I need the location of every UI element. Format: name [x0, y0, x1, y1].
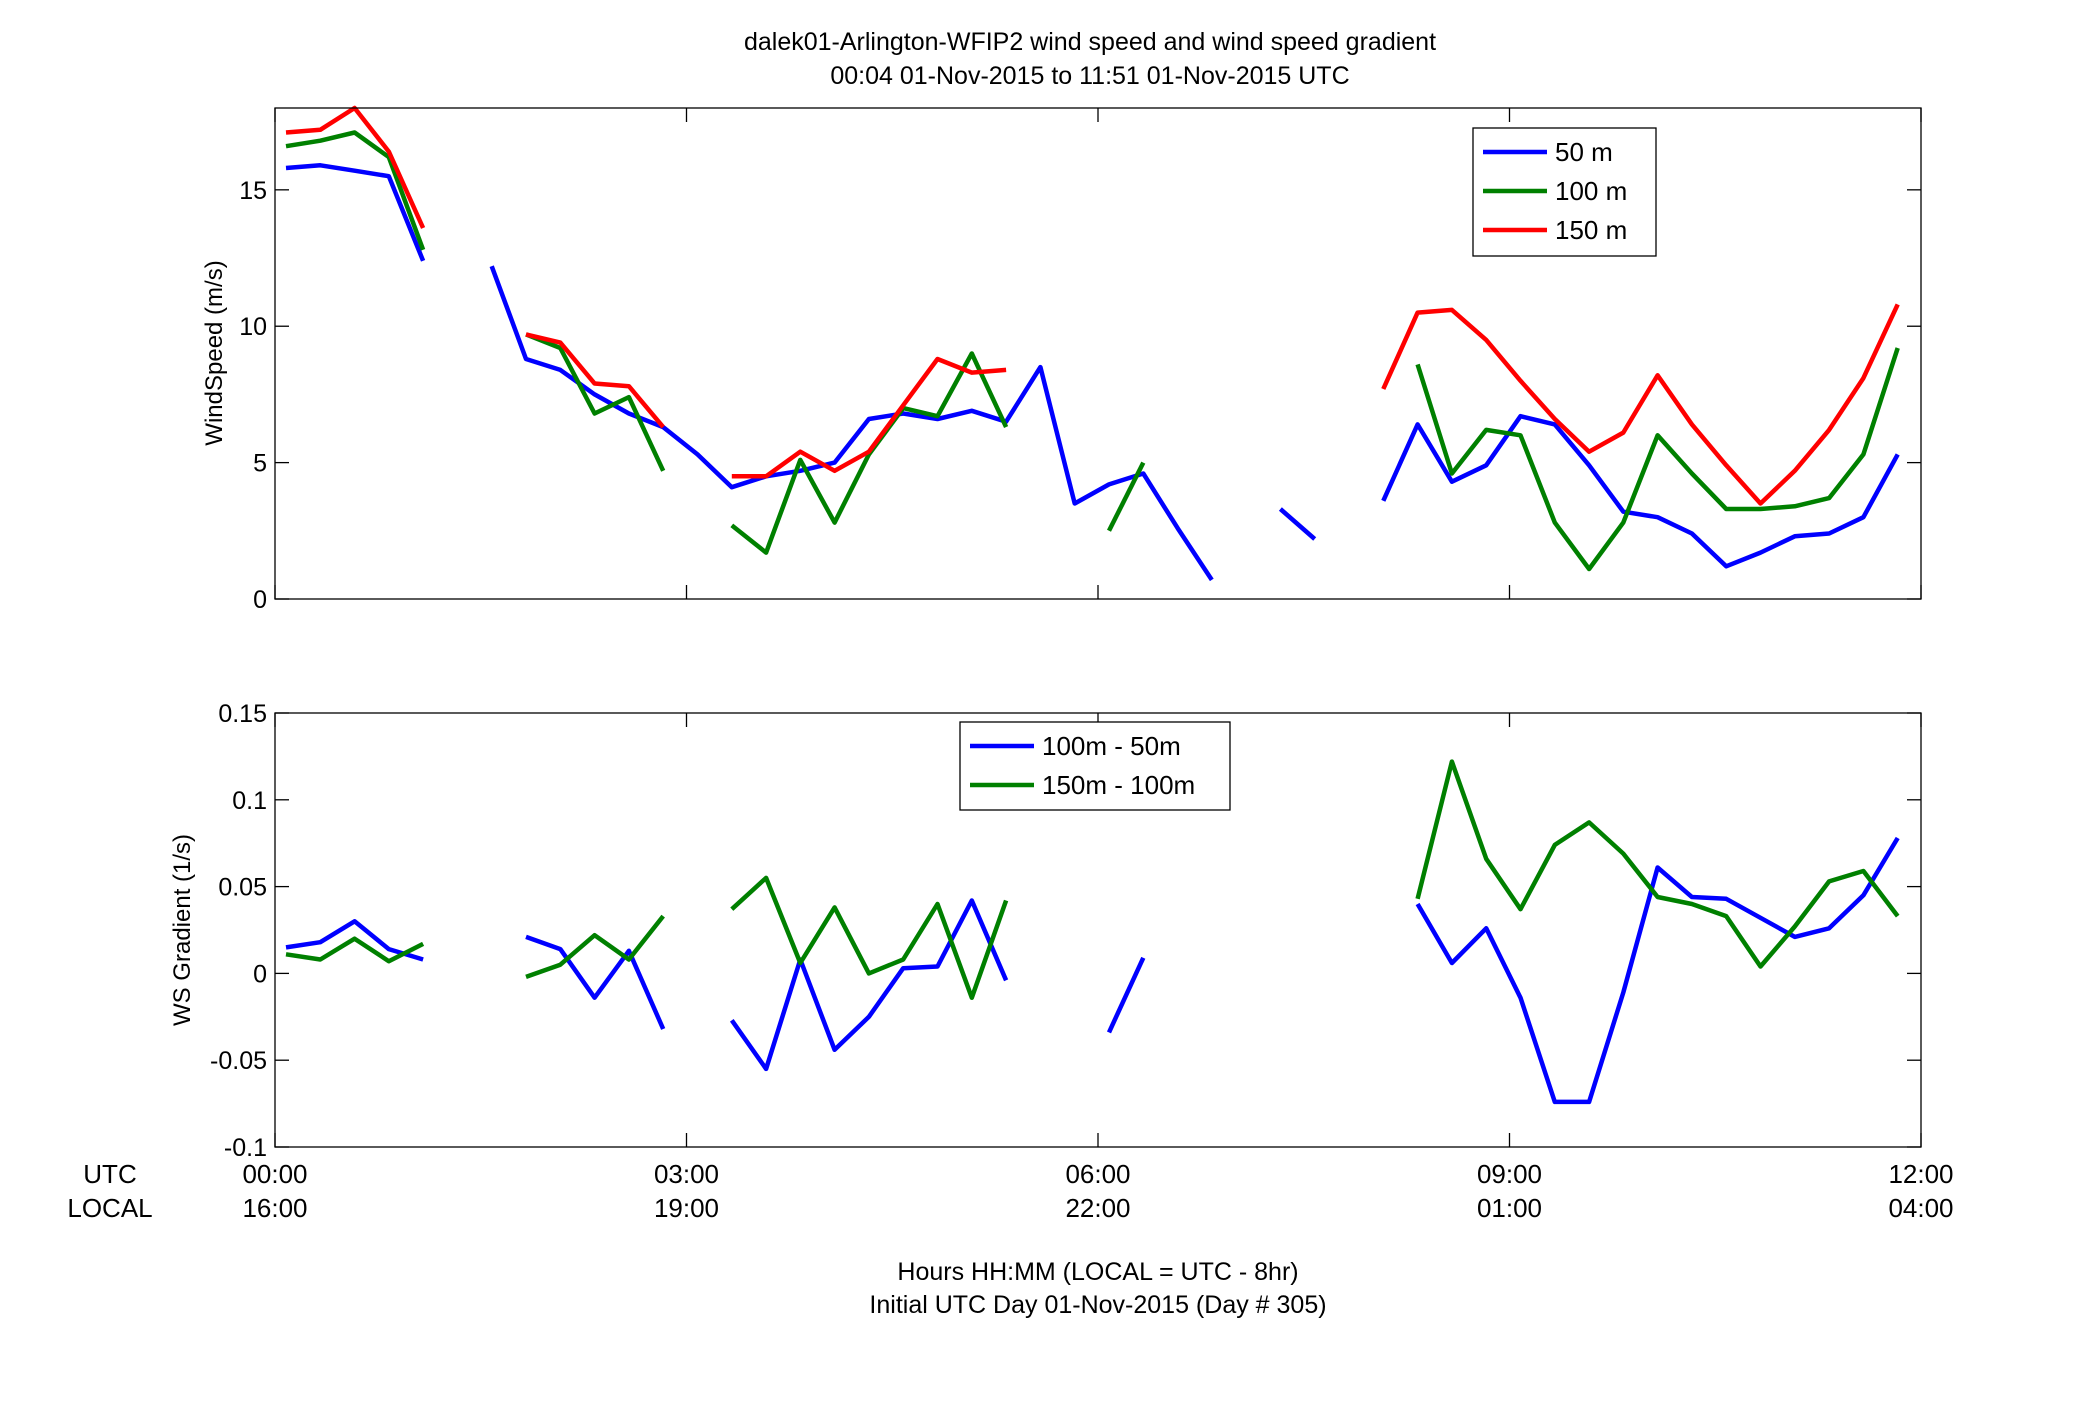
x-tick-label-local: 19:00	[654, 1193, 719, 1223]
x-tick-label-utc: 12:00	[1888, 1159, 1953, 1189]
gradient-ylabel: WS Gradient (1/s)	[169, 834, 196, 1026]
series-line-segment	[730, 351, 1009, 555]
y-tick-label: 0.15	[218, 700, 267, 728]
series-line-segment	[525, 332, 665, 429]
y-tick-label: -0.1	[224, 1134, 267, 1162]
chart-title-line2: 00:04 01-Nov-2015 to 11:51 01-Nov-2015 U…	[830, 62, 1349, 90]
x-tick-label-local: 16:00	[242, 1193, 307, 1223]
series-line-segment	[285, 130, 426, 251]
series-line-segment	[1106, 956, 1146, 1034]
series-line-segment	[525, 914, 665, 980]
y-tick-label: 0.1	[232, 787, 267, 815]
legend-entry: 150 m	[1555, 215, 1627, 245]
series-line-segment	[731, 356, 1007, 479]
series-line-segment	[1106, 461, 1146, 532]
series-line-segment	[525, 934, 666, 1030]
gradient-y-tick-labels: -0.1 -0.05 0 0.05 0.1 0.15	[210, 700, 267, 1162]
x-tick-label-local: 01:00	[1477, 1193, 1542, 1223]
y-tick-label: 0.05	[218, 874, 267, 902]
x-tick-label-utc: 06:00	[1065, 1159, 1130, 1189]
legend-box	[1472, 127, 1657, 257]
series-line-segment	[285, 163, 426, 262]
x-tick-labels: 00:00 16:00 03:00 19:00 06:00 22:00 09:00 01:00…	[242, 1159, 1953, 1223]
x-tick-label-local: 04:00	[1888, 1193, 1953, 1223]
x-tick-label-utc: 00:00	[242, 1159, 307, 1189]
x-tick-label-utc: 09:00	[1477, 1159, 1542, 1189]
gradient-legend: 100m - 50m 150m - 100m	[959, 721, 1231, 811]
series-line-segment	[525, 332, 666, 472]
y-tick-label: 15	[239, 177, 267, 205]
legend-entry: 100 m	[1555, 176, 1627, 206]
series-100-m	[285, 130, 1900, 572]
y-tick-label: 10	[239, 313, 267, 341]
x-axis-label-line1: Hours HH:MM (LOCAL = UTC - 8hr)	[897, 1258, 1298, 1286]
chart-title-line1: dalek01-Arlington-WFIP2 wind speed and w…	[744, 28, 1436, 56]
y-tick-label: 0	[253, 586, 267, 614]
series-line-segment	[1415, 836, 1900, 1105]
x-tick-label-local: 22:00	[1065, 1193, 1130, 1223]
series-line-segment	[285, 919, 424, 962]
legend-entry: 150m - 100m	[1042, 770, 1195, 800]
legend-entry: 50 m	[1555, 137, 1613, 167]
legend-entry: 100m - 50m	[1042, 731, 1181, 761]
y-tick-label: -0.05	[210, 1047, 267, 1075]
series-line-segment	[1415, 759, 1900, 969]
series-line-segment	[285, 936, 425, 964]
windspeed-panel: 0 5 10 15 WindSpeed (m/s) 50 m 100 m 150 m	[201, 105, 1922, 614]
series-line-segment	[1415, 347, 1900, 572]
windspeed-y-tick-labels: 0 5 10 15	[239, 177, 267, 614]
y-tick-label: 5	[253, 450, 267, 478]
series-line-segment	[1381, 303, 1900, 506]
local-row-label: LOCAL	[67, 1193, 152, 1223]
series-line-segment	[729, 898, 1009, 1072]
gradient-axes-frame	[274, 712, 1922, 1148]
windspeed-legend: 50 m 100 m 150 m	[1472, 127, 1657, 257]
series-line-segment	[1278, 507, 1317, 541]
y-tick-label: 0	[253, 960, 267, 988]
series-line-segment	[1381, 413, 1900, 569]
windspeed-ylabel: WindSpeed (m/s)	[201, 260, 228, 445]
series-150m---100m	[285, 759, 1900, 1000]
windspeed-axes-frame	[274, 107, 1922, 600]
series-50-m	[285, 163, 1900, 582]
x-tick-label-utc: 03:00	[654, 1159, 719, 1189]
gradient-series-lines	[285, 759, 1900, 1105]
legend-box	[959, 721, 1231, 811]
series-100m---50m	[285, 836, 1900, 1105]
x-axis-label-line2: Initial UTC Day 01-Nov-2015 (Day # 305)	[869, 1291, 1326, 1319]
utc-row-label: UTC	[83, 1159, 136, 1189]
series-line-segment	[730, 875, 1009, 1000]
